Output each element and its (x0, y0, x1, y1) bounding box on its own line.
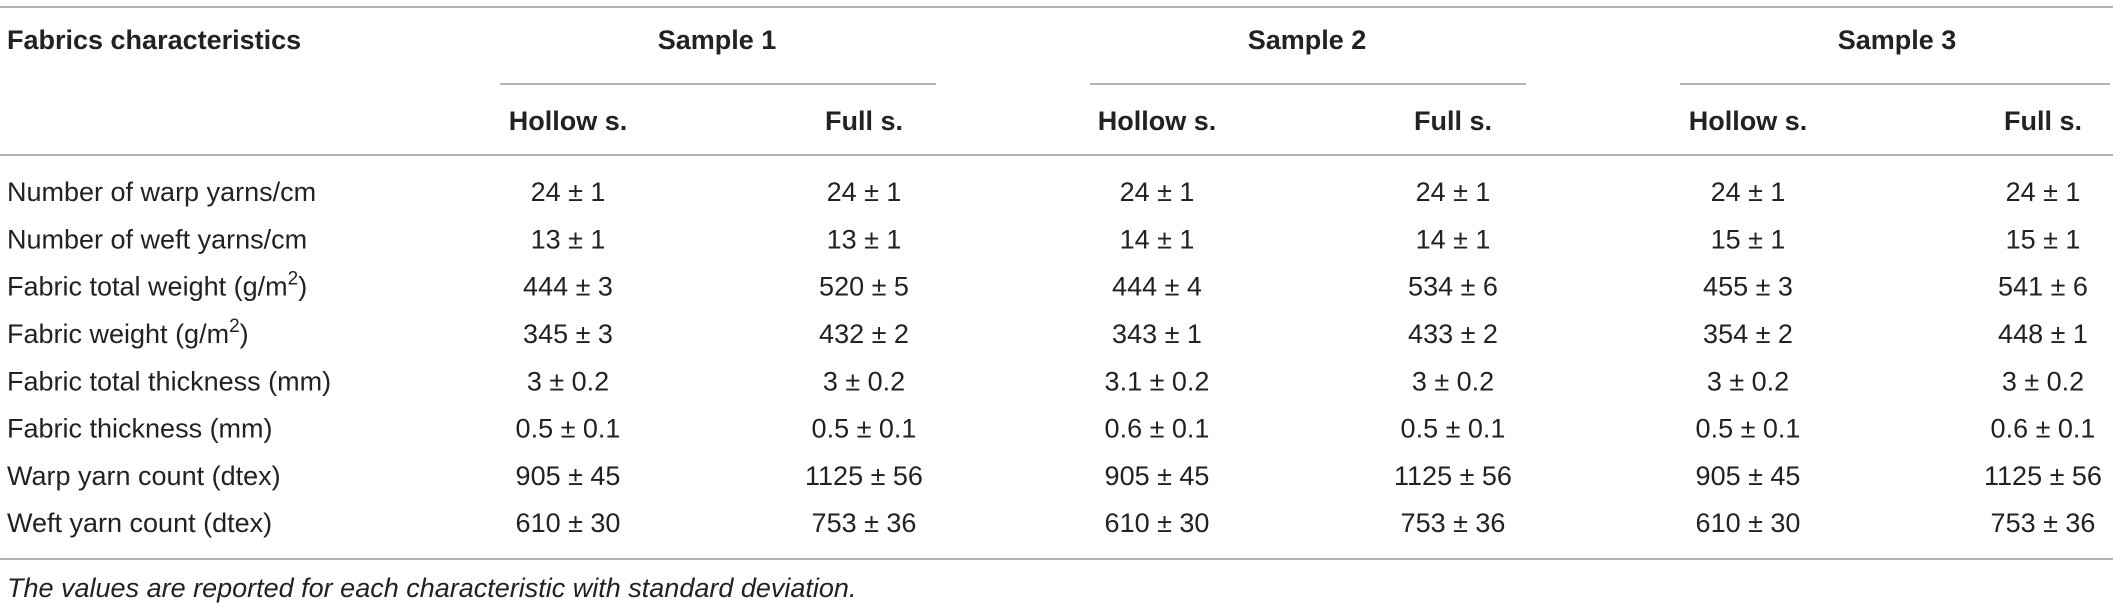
cell: 610 ± 30 (1105, 508, 1210, 538)
cell: 24 ± 1 (1711, 177, 1786, 207)
cell: 24 ± 1 (1120, 177, 1195, 207)
cell: 0.6 ± 0.1 (1991, 414, 2096, 444)
row-label: Warp yarn count (dtex) (7, 461, 281, 491)
cell: 345 ± 3 (523, 319, 613, 349)
cell: 433 ± 2 (1408, 319, 1498, 349)
group-header: Sample 3 (1838, 25, 1957, 55)
cell: 534 ± 6 (1408, 272, 1498, 302)
label-sup: 2 (229, 316, 240, 337)
group-header: Sample 1 (658, 25, 777, 55)
cell: 520 ± 5 (819, 272, 909, 302)
cell: 3 ± 0.2 (1707, 366, 1789, 396)
sub-header: Full s. (2004, 106, 2082, 136)
cell: 432 ± 2 (819, 319, 909, 349)
cell: 753 ± 36 (1991, 508, 2096, 538)
cell: 3 ± 0.2 (527, 366, 609, 396)
sub-header: Full s. (1414, 106, 1492, 136)
cell: 455 ± 3 (1703, 272, 1793, 302)
cell: 905 ± 45 (1696, 461, 1801, 491)
cell: 14 ± 1 (1416, 224, 1491, 254)
cell: 1125 ± 56 (1984, 461, 2102, 491)
corner-header: Fabrics characteristics (7, 25, 301, 55)
cell: 24 ± 1 (1416, 177, 1491, 207)
cell: 354 ± 2 (1703, 319, 1793, 349)
cell: 343 ± 1 (1112, 319, 1202, 349)
row-label: Number of warp yarns/cm (7, 177, 316, 207)
cell: 14 ± 1 (1120, 224, 1195, 254)
label-text: Fabric total weight (g/m (7, 272, 288, 302)
label-sup: 2 (288, 269, 299, 290)
label-text: ) (298, 272, 307, 302)
sub-header: Hollow s. (1098, 106, 1217, 136)
row-label: Fabric total weight (g/m2) (7, 269, 307, 302)
label-text: Fabric weight (g/m (7, 319, 229, 349)
row-label: Fabric weight (g/m2) (7, 316, 249, 349)
cell: 3 ± 0.2 (2002, 366, 2084, 396)
sub-header: Hollow s. (509, 106, 628, 136)
cell: 444 ± 4 (1112, 272, 1202, 302)
row-label: Fabric thickness (mm) (7, 414, 273, 444)
cell: 15 ± 1 (1711, 224, 1786, 254)
cell: 905 ± 45 (516, 461, 621, 491)
cell: 3.1 ± 0.2 (1105, 366, 1210, 396)
cell: 541 ± 6 (1998, 272, 2088, 302)
cell: 13 ± 1 (531, 224, 606, 254)
cell: 0.5 ± 0.1 (516, 414, 621, 444)
row-label: Fabric total thickness (mm) (7, 366, 331, 396)
cell: 610 ± 30 (1696, 508, 1801, 538)
cell: 0.5 ± 0.1 (1401, 414, 1506, 444)
cell: 13 ± 1 (827, 224, 902, 254)
cell: 3 ± 0.2 (823, 366, 905, 396)
cell: 448 ± 1 (1998, 319, 2088, 349)
cell: 444 ± 3 (523, 272, 613, 302)
cell: 905 ± 45 (1105, 461, 1210, 491)
label-text: ) (240, 319, 249, 349)
cell: 753 ± 36 (812, 508, 917, 538)
cell: 610 ± 30 (516, 508, 621, 538)
cell: 24 ± 1 (827, 177, 902, 207)
cell: 24 ± 1 (2006, 177, 2081, 207)
cell: 3 ± 0.2 (1412, 366, 1494, 396)
cell: 24 ± 1 (531, 177, 606, 207)
row-label: Weft yarn count (dtex) (7, 508, 272, 538)
cell: 0.5 ± 0.1 (1696, 414, 1801, 444)
footnote: The values are reported for each charact… (7, 573, 856, 603)
cell: 1125 ± 56 (805, 461, 923, 491)
sub-header: Full s. (825, 106, 903, 136)
sub-header: Hollow s. (1689, 106, 1808, 136)
row-label: Number of weft yarns/cm (7, 224, 307, 254)
cell: 15 ± 1 (2006, 224, 2081, 254)
cell: 0.5 ± 0.1 (812, 414, 917, 444)
group-header: Sample 2 (1248, 25, 1367, 55)
cell: 0.6 ± 0.1 (1105, 414, 1210, 444)
cell: 753 ± 36 (1401, 508, 1506, 538)
cell: 1125 ± 56 (1394, 461, 1512, 491)
